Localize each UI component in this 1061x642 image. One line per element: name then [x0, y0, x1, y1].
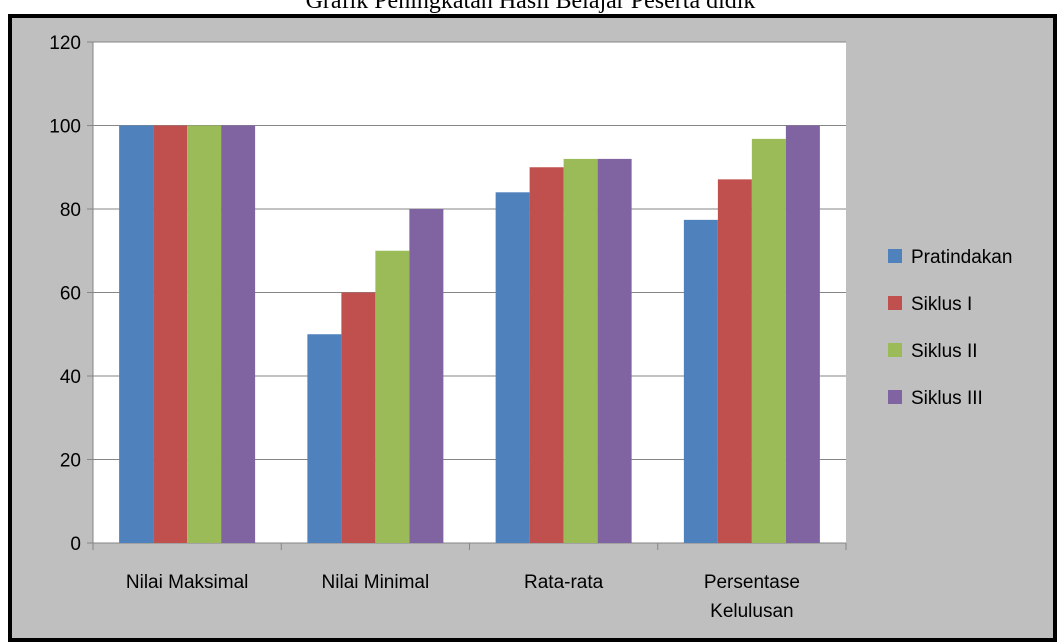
x-category-label: Persentase: [704, 572, 800, 593]
bar-siklus-ii: [563, 158, 598, 543]
bar-siklus-iii: [409, 209, 444, 543]
legend-label: Siklus II: [911, 341, 978, 362]
bar-siklus-ii: [751, 138, 786, 544]
bar-siklus-iii: [221, 125, 256, 543]
bar-pratindakan: [119, 125, 154, 543]
x-category-label: Nilai Maksimal: [126, 572, 248, 593]
bar-siklus-iii: [597, 158, 632, 543]
bar-siklus-i: [717, 179, 752, 544]
chart-title: Grafik Peningkatan Hasil Belajar Peserta…: [305, 0, 756, 14]
y-tick-label: 40: [60, 367, 81, 388]
legend-label: Siklus I: [911, 294, 972, 315]
y-tick-label: 0: [70, 534, 81, 555]
bar-siklus-i: [529, 167, 564, 543]
y-tick-label: 100: [49, 117, 81, 138]
bar-siklus-ii: [187, 125, 222, 543]
x-category-label: Rata-rata: [524, 572, 604, 593]
y-tick-label: 60: [60, 284, 81, 305]
legend-label: Siklus III: [911, 388, 983, 409]
bar-siklus-iii: [785, 125, 820, 543]
bar-pratindakan: [307, 334, 342, 543]
y-tick-label: 20: [60, 451, 81, 472]
x-category-label: Nilai Minimal: [322, 572, 430, 593]
bar-siklus-i: [341, 292, 376, 543]
bar-pratindakan: [683, 219, 718, 544]
bar-pratindakan: [495, 192, 530, 544]
legend-swatch: [888, 343, 902, 357]
bar-siklus-ii: [375, 250, 410, 543]
legend-swatch: [888, 249, 902, 263]
y-tick-label: 120: [49, 33, 81, 54]
y-tick-label: 80: [60, 200, 81, 221]
x-category-label: Kelulusan: [710, 601, 793, 622]
legend-swatch: [888, 296, 902, 310]
legend-swatch: [888, 390, 902, 404]
legend-label: Pratindakan: [911, 247, 1012, 268]
bar-siklus-i: [153, 125, 188, 543]
